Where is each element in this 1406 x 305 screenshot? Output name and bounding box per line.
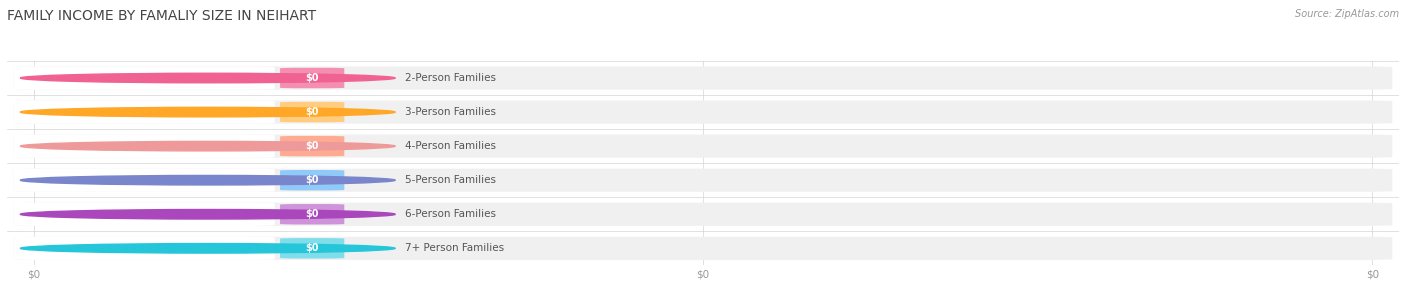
Circle shape <box>21 210 395 219</box>
Text: $0: $0 <box>305 243 319 253</box>
Text: 6-Person Families: 6-Person Families <box>405 209 495 219</box>
FancyBboxPatch shape <box>14 135 1392 158</box>
Text: $0: $0 <box>305 107 319 117</box>
Text: $0: $0 <box>305 175 319 185</box>
FancyBboxPatch shape <box>14 237 1392 260</box>
Text: 5-Person Families: 5-Person Families <box>405 175 495 185</box>
FancyBboxPatch shape <box>280 68 344 88</box>
Text: FAMILY INCOME BY FAMALIY SIZE IN NEIHART: FAMILY INCOME BY FAMALIY SIZE IN NEIHART <box>7 9 316 23</box>
Circle shape <box>21 107 395 117</box>
FancyBboxPatch shape <box>14 101 1392 124</box>
FancyBboxPatch shape <box>14 169 1392 192</box>
Text: 3-Person Families: 3-Person Families <box>405 107 495 117</box>
Circle shape <box>21 175 395 185</box>
Text: 4-Person Families: 4-Person Families <box>405 141 495 151</box>
Circle shape <box>21 142 395 151</box>
Text: $0: $0 <box>305 141 319 151</box>
Text: 2-Person Families: 2-Person Families <box>405 73 495 83</box>
Text: 7+ Person Families: 7+ Person Families <box>405 243 503 253</box>
FancyBboxPatch shape <box>14 237 274 260</box>
Circle shape <box>21 244 395 253</box>
Text: $0: $0 <box>305 73 319 83</box>
FancyBboxPatch shape <box>14 66 1392 90</box>
Text: Source: ZipAtlas.com: Source: ZipAtlas.com <box>1295 9 1399 19</box>
FancyBboxPatch shape <box>14 203 274 226</box>
Circle shape <box>21 73 395 83</box>
FancyBboxPatch shape <box>14 101 274 124</box>
FancyBboxPatch shape <box>280 136 344 156</box>
FancyBboxPatch shape <box>280 170 344 190</box>
FancyBboxPatch shape <box>280 102 344 122</box>
FancyBboxPatch shape <box>14 169 274 192</box>
Text: $0: $0 <box>305 209 319 219</box>
FancyBboxPatch shape <box>14 66 274 90</box>
FancyBboxPatch shape <box>280 204 344 224</box>
FancyBboxPatch shape <box>280 238 344 259</box>
FancyBboxPatch shape <box>14 203 1392 226</box>
FancyBboxPatch shape <box>14 135 274 158</box>
